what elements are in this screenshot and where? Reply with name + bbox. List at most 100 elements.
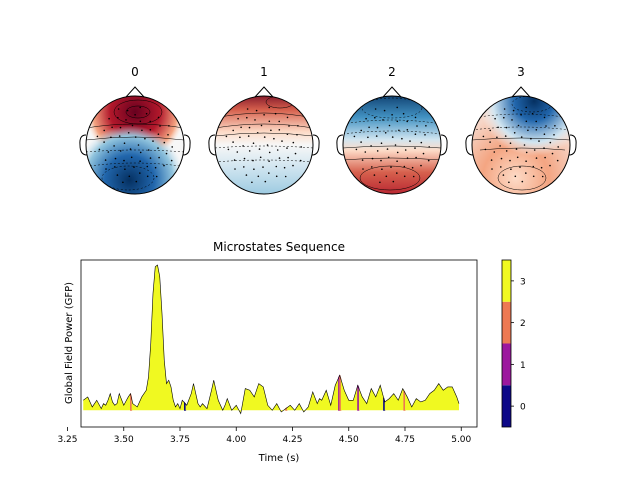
sensor [532,175,535,178]
sensor [232,129,234,132]
sensor [124,168,126,170]
sensor [157,116,160,119]
sensor [157,147,159,149]
sensor [284,175,287,178]
sensor [384,132,387,134]
sensor [170,159,173,162]
sensor [146,165,149,168]
sensor [117,108,120,110]
sensor [104,159,107,161]
sensor [489,129,492,132]
x-tick-label: 3.75 [170,435,190,445]
sensor [396,120,399,123]
sensor [243,166,245,168]
sensor [367,136,369,139]
sensor [428,146,431,148]
colorbar-tick-label: 3 [520,277,526,287]
sensor [392,180,395,183]
sensor [409,140,411,142]
sensor [375,135,378,137]
sensor [396,106,399,109]
sensor [398,129,400,132]
sensor [116,174,119,176]
sensor [406,157,409,159]
sensor [371,166,373,168]
sensor [361,159,364,161]
sensor [268,120,271,123]
sensor [425,125,427,127]
sensor [383,109,386,112]
sensor [111,126,113,129]
sensor [268,160,270,162]
x-tick-label: 4.50 [339,435,359,445]
sensor [503,108,506,110]
sensor [493,151,496,153]
sensor [416,125,418,127]
sensor [386,148,389,150]
sensor [149,157,152,159]
sensor [520,136,523,138]
sensor [127,132,130,134]
sensor [154,166,157,169]
sensor [368,126,370,129]
sensor [414,147,416,149]
sensor [139,151,142,154]
sensor [382,119,384,121]
sensor [362,168,364,170]
sensor [491,168,493,170]
sensor [130,156,133,159]
sensor [268,172,270,174]
sensor [114,166,116,168]
sensor [482,135,485,138]
right-ear [182,134,191,156]
sensor [168,125,170,127]
x-tick-label: 4.25 [282,435,302,445]
sensor [253,168,255,170]
state-segment-3 [131,265,185,411]
sensor [248,150,251,152]
sensor [105,168,107,170]
sensor [123,142,126,144]
sensor [252,159,254,162]
sensor [525,106,527,109]
sensor [119,150,122,152]
sensor [300,146,303,148]
sensor [503,116,505,119]
sensor [520,114,522,116]
head-outline [471,95,571,195]
sensor [294,152,297,155]
state-segment-2 [403,390,406,411]
sensor [158,156,160,159]
sensor [387,156,390,159]
sensor [509,142,512,144]
sensor [135,180,138,183]
sensor [541,175,544,178]
sensor [287,156,289,159]
sensor [509,159,511,162]
sensor [264,180,267,183]
sensor [517,124,520,127]
sensor [245,174,248,176]
x-tick-label: 3.25 [57,435,77,445]
sensor [538,140,540,142]
sensor [360,129,363,132]
sensor [239,136,241,139]
colorbar-frame [501,259,512,428]
sensor [276,149,279,151]
sensor [103,129,105,132]
sensor [513,132,516,134]
sensor [381,168,383,170]
sensor [274,112,277,115]
sensor [519,166,521,168]
sensor [500,166,502,168]
sensor [380,159,382,162]
sensor [402,112,405,115]
sensor [490,159,493,161]
sensor [157,133,160,135]
sensor [370,145,372,147]
sensor [532,165,535,168]
right-ear [568,134,577,156]
sensor [396,151,399,154]
sensor [420,141,423,144]
sensor [499,145,501,147]
